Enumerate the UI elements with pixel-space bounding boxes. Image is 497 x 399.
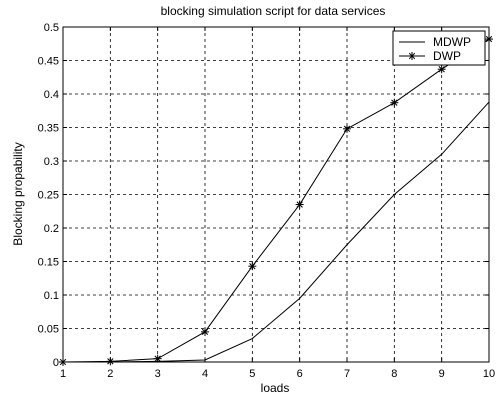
x-tick-label: 7 <box>344 368 350 380</box>
asterisk-stroke <box>201 328 209 336</box>
dwp-point <box>408 52 416 60</box>
axis-ticks: 1 2 3 4 5 6 7 8 9 10 0 0.05 0.1 0.15 0.2 0.25 0.3 0.35 0.4… <box>38 22 496 380</box>
x-tick-label: 2 <box>107 368 113 380</box>
dwp-point <box>485 35 493 44</box>
x-tick-label: 9 <box>439 368 445 380</box>
y-tick-label: 0 <box>53 357 59 369</box>
dwp-point <box>437 65 446 74</box>
asterisk-stroke <box>296 201 303 208</box>
dwp-point <box>295 200 304 209</box>
y-axis-label: Blocking propability <box>11 142 25 245</box>
y-tick-label: 0.35 <box>38 123 59 135</box>
dwp-point <box>106 357 115 366</box>
x-tick-label: 5 <box>249 368 255 380</box>
y-tick-label: 0.3 <box>44 156 59 168</box>
x-tick-label: 4 <box>202 368 208 380</box>
dwp-point <box>343 124 351 133</box>
y-tick-label: 0.2 <box>44 223 59 235</box>
y-tick-label: 0.05 <box>38 324 59 336</box>
y-tick-label: 0.1 <box>44 290 59 302</box>
asterisk-stroke <box>249 263 256 270</box>
dwp-point <box>390 98 399 107</box>
asterisk-stroke <box>59 358 67 366</box>
x-tick-label: 6 <box>297 368 303 380</box>
asterisk-stroke <box>408 52 416 60</box>
y-tick-label: 0.45 <box>38 56 59 68</box>
x-axis-label: loads <box>261 381 290 395</box>
legend-entry-label: DWP <box>433 49 461 63</box>
legend-box <box>392 30 486 66</box>
dwp-point <box>248 262 257 271</box>
dwp-line <box>62 38 490 363</box>
asterisk-stroke <box>438 66 445 73</box>
y-tick-label: 0.4 <box>44 89 59 101</box>
asterisk-stroke <box>485 35 493 43</box>
dwp-point <box>153 354 162 363</box>
dwp-point <box>59 358 67 366</box>
y-tick-label: 0.25 <box>38 190 59 202</box>
x-tick-label: 1 <box>60 368 66 380</box>
y-tick-label: 0.15 <box>38 257 59 269</box>
x-tick-label: 8 <box>391 368 397 380</box>
x-tick-label: 10 <box>483 368 495 380</box>
asterisk-stroke <box>343 125 351 132</box>
mdwp-line <box>63 101 490 363</box>
x-tick-label: 3 <box>155 368 161 380</box>
y-tick-label: 0.5 <box>44 22 59 34</box>
chart-title: blocking simulation script for data serv… <box>161 4 386 18</box>
series-group <box>59 35 493 366</box>
legend-entry-label: MDWP <box>433 35 471 49</box>
asterisk-stroke <box>107 358 114 365</box>
asterisk-stroke <box>154 355 161 362</box>
dwp-point <box>201 327 209 336</box>
asterisk-stroke <box>391 99 398 106</box>
